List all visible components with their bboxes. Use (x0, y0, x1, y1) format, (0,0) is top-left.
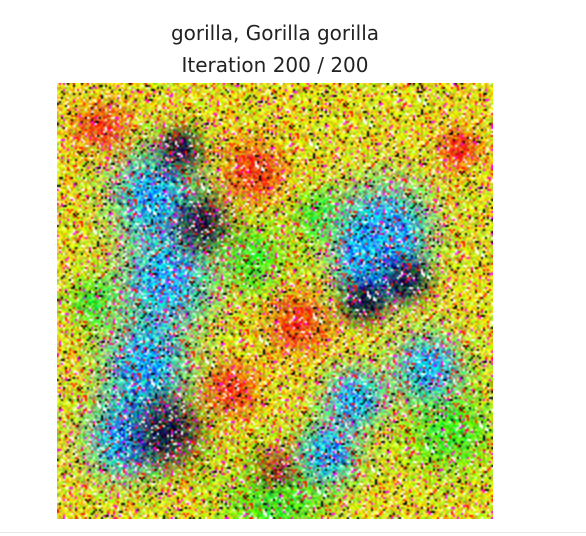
figure-title: gorilla, Gorilla gorilla (170, 21, 380, 45)
iteration-label: Iteration 200 / 200 (181, 53, 369, 77)
generated-image (57, 83, 493, 519)
divider (0, 532, 586, 533)
